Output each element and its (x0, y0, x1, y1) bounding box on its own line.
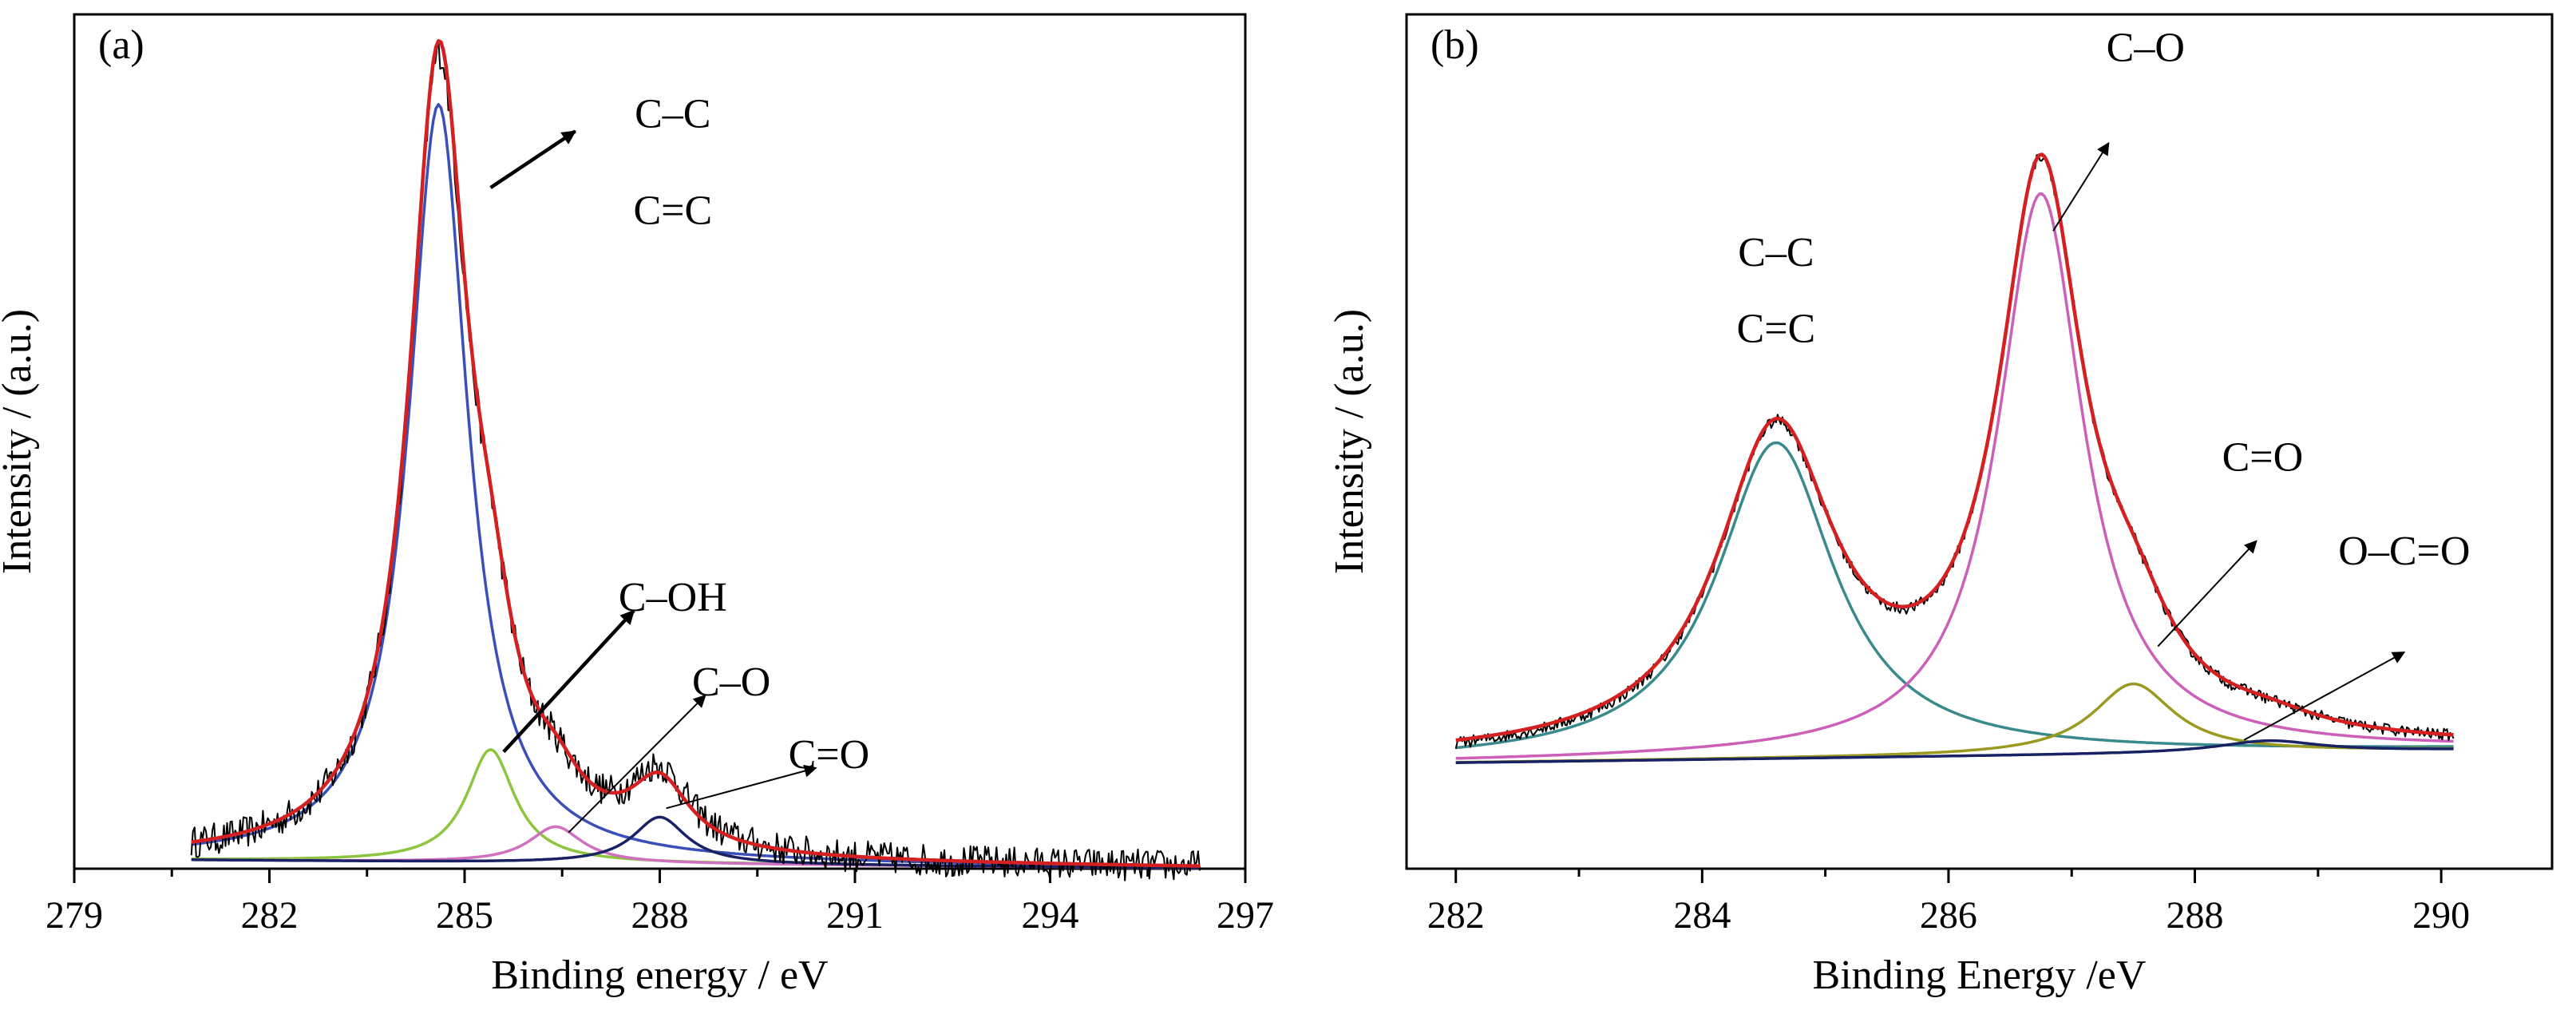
x-tick-label: 291 (826, 894, 884, 937)
y-axis-title: Intensity / (a.u.) (0, 309, 40, 574)
x-tick-label: 290 (2412, 894, 2470, 937)
x-tick-label: 297 (1217, 894, 1274, 937)
annotation-arrow (568, 694, 706, 834)
fitted-envelope-line (1455, 153, 2454, 743)
peak-annotation-label: C=C (633, 188, 712, 233)
peak-annotation-label: C–C (1738, 230, 1814, 275)
annotation-arrow (489, 129, 577, 189)
x-tick-label: 288 (2166, 894, 2224, 937)
x-tick-label: 285 (436, 894, 493, 937)
annotation-arrow (2052, 141, 2110, 232)
peak-annotation-label: C–C (635, 91, 710, 137)
x-tick-label: 284 (1673, 894, 1731, 937)
peak-annotation-label: C=O (789, 732, 870, 778)
component-peak-line (1455, 192, 2454, 760)
peak-annotation-label: C–O (2107, 26, 2185, 71)
raw-spectrum-line (1454, 153, 2455, 750)
peak-annotation-label: C–OH (619, 575, 727, 620)
x-tick-label: 279 (46, 894, 103, 937)
plot-frame-b (1405, 13, 2554, 870)
component-peak-line (1455, 682, 2454, 764)
annotation-arrow (666, 764, 817, 810)
annotation-arrow (2243, 651, 2406, 741)
panel-b-chart: 282 284 286 288 290 Binding Energy /eV Intensi… (1327, 13, 2554, 998)
x-axis-title: Binding Energy /eV (1813, 953, 2147, 998)
annotation-arrow (502, 609, 635, 754)
y-axis-title: Intensity / (a.u.) (1327, 309, 1372, 574)
component-peak-line (191, 815, 1200, 870)
component-peak-line (1455, 739, 2454, 764)
x-tick-label: 282 (1427, 894, 1485, 937)
panel-a-chart: 279 282 285 288 291 294 297 Binding energy / eV… (0, 13, 1274, 998)
annotation-arrow (2157, 540, 2257, 648)
x-tick-label: 286 (1920, 894, 1977, 937)
x-axis-title: Binding energy / eV (491, 953, 828, 998)
x-tick-label: 294 (1022, 894, 1079, 937)
peak-annotation-label: C–O (692, 660, 770, 705)
panel-label: (a) (98, 22, 144, 68)
panel-label: (b) (1430, 22, 1479, 68)
raw-spectrum-line (190, 40, 1201, 881)
x-tick-label: 288 (631, 894, 689, 937)
peak-annotation-label: O–C=O (2338, 529, 2470, 574)
peak-annotation-label: C=O (2222, 435, 2304, 481)
fitted-envelope-line (191, 39, 1200, 868)
peak-annotation-label: C=C (1737, 306, 1816, 351)
x-tick-label: 282 (241, 894, 299, 937)
